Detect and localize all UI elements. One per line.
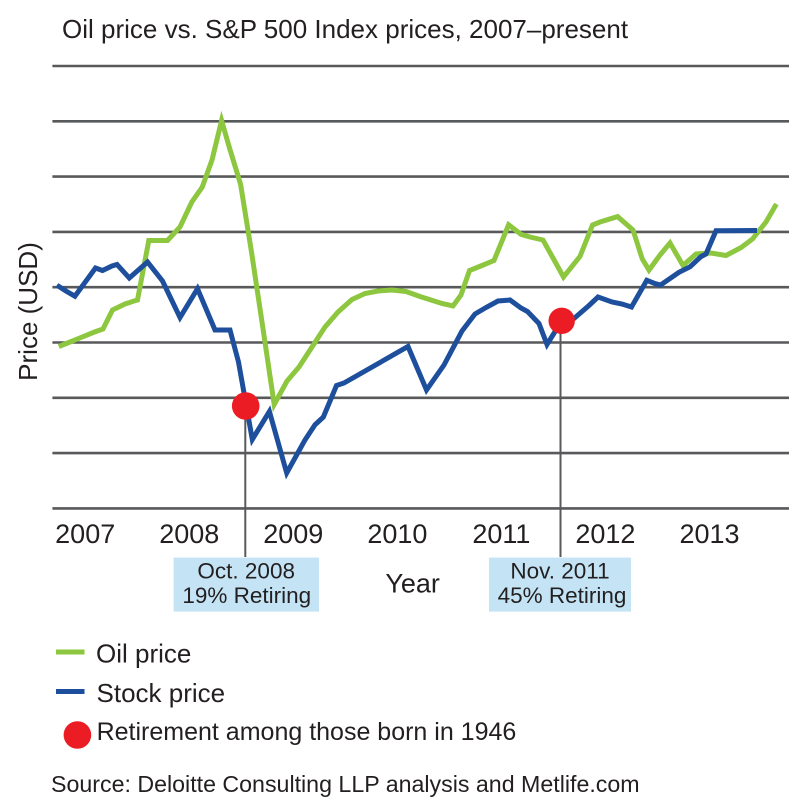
svg-text:2007: 2007 bbox=[55, 519, 115, 549]
svg-text:2010: 2010 bbox=[367, 519, 427, 549]
svg-text:Price (USD): Price (USD) bbox=[13, 242, 43, 381]
svg-text:45% Retiring: 45% Retiring bbox=[498, 583, 627, 608]
svg-text:2011: 2011 bbox=[472, 519, 530, 549]
svg-text:Retirement among those born in: Retirement among those born in 1946 bbox=[97, 718, 517, 746]
svg-text:2012: 2012 bbox=[575, 519, 635, 549]
svg-text:Stock price: Stock price bbox=[97, 678, 226, 708]
svg-text:Oct. 2008: Oct. 2008 bbox=[197, 559, 295, 584]
svg-text:Source: Deloitte Consulting LL: Source: Deloitte Consulting LLP analysis… bbox=[51, 771, 640, 797]
svg-text:Year: Year bbox=[385, 569, 440, 599]
svg-text:2013: 2013 bbox=[679, 519, 739, 549]
svg-text:19% Retiring: 19% Retiring bbox=[182, 583, 311, 608]
svg-text:2008: 2008 bbox=[159, 519, 219, 549]
svg-text:Nov. 2011: Nov. 2011 bbox=[510, 559, 609, 584]
svg-text:Oil price: Oil price bbox=[96, 639, 191, 669]
svg-text:2009: 2009 bbox=[263, 519, 323, 549]
svg-text:Oil price vs. S&P 500 Index pr: Oil price vs. S&P 500 Index prices, 2007… bbox=[62, 14, 629, 44]
